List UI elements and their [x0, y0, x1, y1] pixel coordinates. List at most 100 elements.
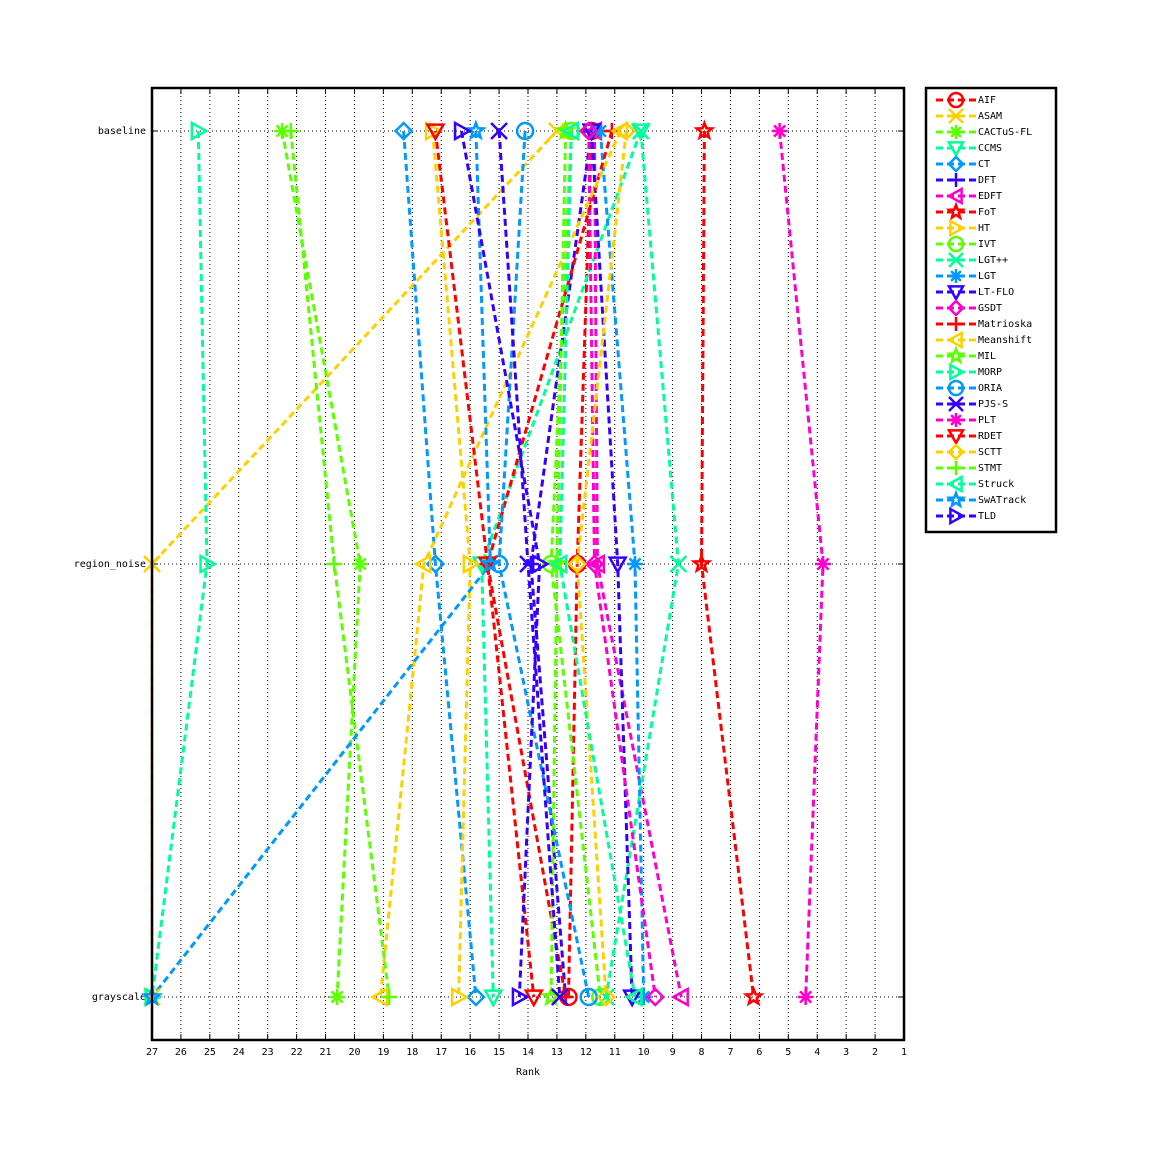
legend-marker: [949, 317, 963, 331]
data-point: [693, 119, 716, 141]
legend-label: CCMS: [978, 143, 1002, 154]
legend-label: HT: [978, 223, 990, 234]
legend-box: [924, 86, 1058, 534]
x-tick-label: 25: [204, 1047, 216, 1058]
data-point: [425, 123, 446, 142]
x-tick-label: 19: [377, 1047, 389, 1058]
legend-label: GSDT: [978, 303, 1002, 314]
data-point: [352, 556, 369, 572]
series-line: [379, 130, 622, 998]
plot-area: [140, 119, 832, 1008]
x-tick-label: 3: [843, 1047, 849, 1058]
legend-label: CT: [978, 159, 990, 170]
data-point: [381, 989, 398, 1005]
series-line: [150, 130, 209, 998]
legend-marker: [946, 285, 966, 302]
series-line: [485, 130, 614, 998]
legend-label: Struck: [978, 479, 1014, 490]
data-point: [462, 553, 481, 575]
data-point: [635, 989, 652, 1005]
series-line: [431, 130, 472, 998]
data-point: [627, 556, 644, 572]
data-point: [550, 988, 569, 1006]
data-point: [515, 121, 535, 141]
legend-marker: [945, 345, 967, 365]
data-point: [771, 123, 788, 139]
series-line: [480, 130, 643, 998]
legend-marker: [947, 91, 965, 109]
legend-marker: [949, 218, 966, 238]
legend-marker: [946, 186, 963, 206]
data-point: [393, 121, 414, 141]
data-point: [329, 989, 346, 1005]
x-tick-label: 27: [146, 1047, 158, 1058]
data-point: [631, 122, 650, 140]
data-point: [450, 986, 470, 1008]
data-point: [413, 553, 432, 575]
legend-label: MORP: [978, 367, 1002, 378]
legend-label: Meanshift: [978, 335, 1032, 346]
data-point: [742, 985, 765, 1007]
legend-label: LGT++: [978, 255, 1008, 266]
data-point: [591, 987, 610, 1007]
legend-marker: [947, 155, 965, 173]
series-line: [280, 130, 362, 998]
legend-marker: [949, 125, 963, 139]
series-line: [575, 130, 628, 998]
series-line: [460, 130, 542, 998]
data-point: [584, 554, 605, 574]
x-tick-label: 5: [785, 1047, 791, 1058]
legend-label: AIF: [978, 95, 996, 106]
legend-marker: [947, 299, 965, 317]
data-point: [274, 123, 291, 139]
y-tick-label: baseline: [98, 126, 146, 137]
legend-marker: [946, 474, 963, 494]
legend-marker: [949, 269, 963, 283]
data-point: [630, 123, 651, 142]
legend-label: IVT: [978, 239, 996, 250]
data-point: [466, 987, 486, 1007]
series-line: [433, 130, 536, 998]
data-point: [815, 556, 832, 572]
x-tick-label: 10: [638, 1047, 650, 1058]
x-tick-label: 7: [727, 1047, 733, 1058]
data-point: [541, 554, 561, 574]
x-tick-label: 13: [551, 1047, 563, 1058]
x-tick-label: 22: [291, 1047, 303, 1058]
legend-label: LGT: [978, 271, 996, 282]
x-tick-label: 18: [406, 1047, 418, 1058]
data-point: [690, 552, 713, 574]
legend-marker: [948, 108, 964, 124]
legend-label: STMT: [978, 463, 1002, 474]
x-tick-label: 4: [814, 1047, 820, 1058]
data-point: [326, 556, 343, 572]
legend-marker: [949, 362, 966, 382]
x-tick-label: 23: [262, 1047, 274, 1058]
data-point: [567, 554, 587, 574]
legend-label: RDET: [978, 431, 1002, 442]
data-point: [453, 120, 473, 142]
x-tick-label: 2: [872, 1047, 878, 1058]
legend-label: ORIA: [978, 383, 1002, 394]
legend-label: CACTuS-FL: [978, 127, 1032, 138]
legend-label: SwATrack: [978, 495, 1026, 506]
legend-label: DFT: [978, 175, 996, 186]
legend-label: TLD: [978, 511, 996, 522]
x-tick-label: 1: [901, 1047, 907, 1058]
data-point: [616, 121, 637, 141]
data-point: [549, 553, 568, 575]
data-point: [670, 986, 689, 1008]
x-tick-label: 26: [175, 1047, 187, 1058]
axes-frame: [150, 86, 906, 1042]
legend-marker: [946, 330, 963, 350]
legend-marker: [949, 413, 963, 427]
x-tick-label: 12: [580, 1047, 592, 1058]
data-point: [596, 987, 616, 1007]
legend-marker: [945, 489, 967, 509]
legend-marker: [946, 429, 966, 446]
x-tick-label: 9: [670, 1047, 676, 1058]
x-tick-label: 11: [609, 1047, 621, 1058]
x-tick-label: 8: [699, 1047, 705, 1058]
